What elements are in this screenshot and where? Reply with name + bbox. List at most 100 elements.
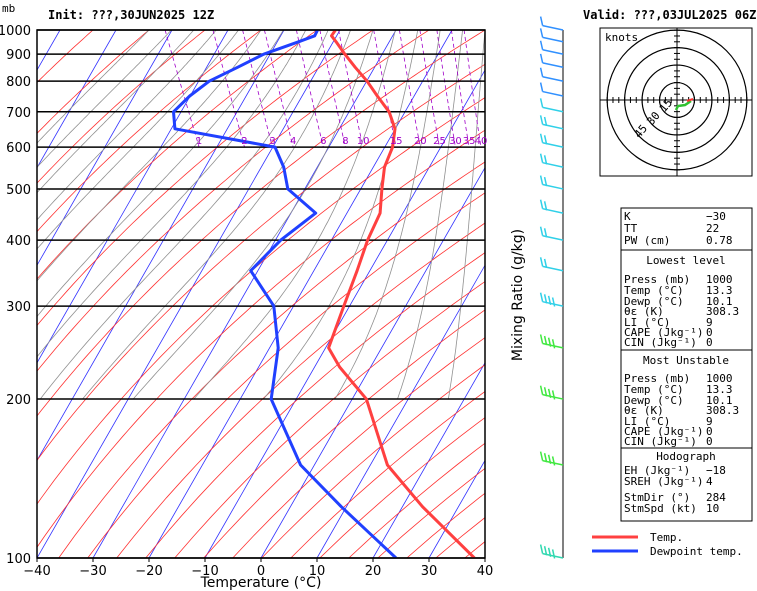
wind-barb-flag [539,153,544,163]
mixing-ratio-line [373,30,397,148]
wind-barb-flag [539,115,544,125]
temperature-tick: −20 [135,564,162,579]
mixing-ratio-axis-label: Mixing Ratio (g/kg) [510,229,526,361]
dry-adiabat [37,30,430,372]
pressure-unit: mb [2,2,15,15]
mixing-ratio-line [338,30,364,148]
isotherm [37,30,173,267]
mixing-ratio-label: 6 [320,136,326,147]
wind-barb-flag [539,67,544,77]
wind-barb-flag [539,53,544,64]
wind-barb-flag [543,546,548,556]
temperature-tick: 30 [421,564,438,579]
wind-barb-flag [547,295,552,306]
wind-barb-flag [539,334,544,344]
dry-adiabat [116,222,485,558]
lowest-li: 9 [706,316,713,329]
dry-adiabat [232,337,485,558]
dry-adiabat [37,63,485,461]
pressure-tick: 300 [6,300,31,315]
stmdir-value: 284 [706,491,726,504]
dewpoint-trace [172,30,398,558]
dry-adiabat [87,192,485,558]
temperature-tick: −30 [79,564,106,579]
mu-theta-label: θε (K) [624,404,664,417]
mu-cin-label: CIN (Jkg⁻¹) [624,435,697,448]
tt-label: TT [624,222,638,235]
wind-barb-flag [543,155,548,165]
wind-barb-flag [551,297,556,307]
mu-temp: 13.3 [706,383,733,396]
temperature-tick: 10 [309,564,326,579]
pressure-tick: 600 [6,141,31,156]
lowest-cin: 0 [706,336,713,349]
dry-adiabat [37,30,374,327]
temperature-tick: −40 [23,564,50,579]
mixing-ratio-line [436,30,456,148]
isotherm [316,264,485,558]
wind-barb-flag [539,28,544,38]
stmspd-value: 10 [706,502,719,515]
temperature-tick: −10 [191,564,218,579]
isotherm [204,69,485,558]
mu-li-label: LI (°C) [624,415,670,428]
wind-barb-flag [539,82,544,92]
temperature-trace [327,30,476,558]
mixing-ratio-label: 2 [241,136,247,147]
legend: Temp.Dewpoint temp. [592,531,743,558]
wind-barb-flag [539,385,544,395]
wind-barb [542,76,564,82]
lowest-dewp-label: Dewp (°C) [624,295,684,308]
eh-value: −18 [706,464,726,477]
wind-barb-flag [539,133,544,143]
wind-barbs [539,16,564,559]
stmdir-label: StmDir (°) [624,491,690,504]
legend-temp-label: Temp. [650,531,683,544]
lowest-title: Lowest level [646,254,725,267]
moist-adiabat [39,30,329,400]
wind-barb-flag [551,339,556,349]
wind-barb-flag [539,98,544,108]
temperature-tick-labels: −40 −30 −20 −10 0 10 20 30 40 [23,558,493,579]
mixing-ratio-line [463,30,482,148]
moist-adiabat [37,30,150,144]
pressure-tick: 1000 [0,24,31,39]
pressure-tick: 800 [6,75,31,90]
pw-label: PW (cm) [624,234,670,247]
mu-press: 1000 [706,372,733,385]
isotherm [37,30,117,169]
isotherm [260,166,485,558]
wind-barb [542,90,564,97]
lowest-dewp: 10.1 [706,295,733,308]
isotherm [428,459,485,558]
profile-traces [172,30,476,558]
tt-value: 22 [706,222,719,235]
moist-adiabat [193,30,396,400]
pressure-tick: 700 [6,106,31,121]
lowest-theta-label: θε (K) [624,305,664,318]
wind-barb-flag [539,226,544,236]
wind-barb-flag [547,337,552,347]
k-label: K [624,210,631,223]
mixing-ratio-line [242,30,273,148]
mixing-ratio-line [164,30,200,148]
lowest-theta: 308.3 [706,305,739,318]
indices-table: K −30 TT 22 PW (cm) 0.78 Lowest level Pr… [620,207,753,522]
mixing-ratio-label: 8 [342,136,348,147]
valid-time: Valid: ???,03JUL2025 06Z [583,8,756,22]
wind-barb-flag [539,451,544,461]
dry-adiabat [145,252,485,558]
wind-barb-flag [539,544,544,554]
lowest-cape-label: CAPE (Jkg⁻¹) [624,326,703,339]
hodograph-title: Hodograph [656,450,716,463]
isotherm [37,30,229,364]
mu-press-label: Press (mb) [624,372,690,385]
dry-adiabat [37,30,262,233]
eh-label: EH (Jkg⁻¹) [624,464,690,477]
storm-motion-marker [686,98,694,102]
isotherm [0,30,4,558]
pw-value: 0.78 [706,234,733,247]
moist-adiabat [82,30,351,400]
